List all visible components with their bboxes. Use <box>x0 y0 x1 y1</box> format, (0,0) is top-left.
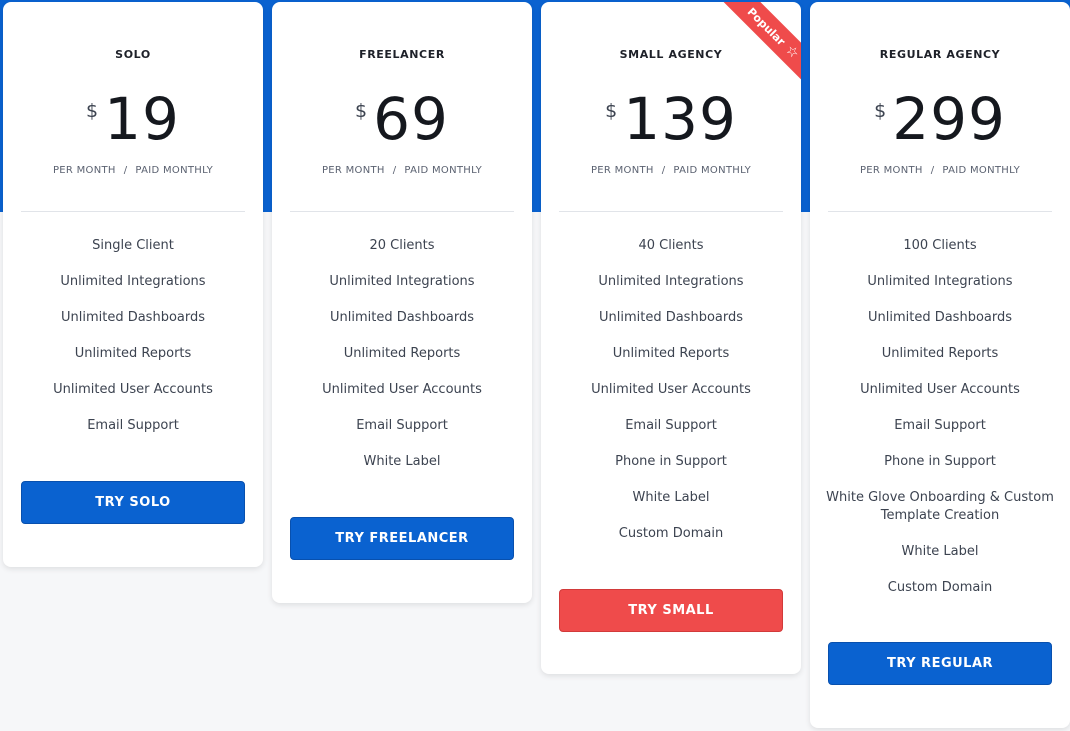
price: $69 <box>272 84 532 154</box>
feature-item: Email Support <box>625 418 717 433</box>
billing-period: PER MONTH / PAID MONTHLY <box>810 165 1070 176</box>
billing-period: PER MONTH / PAID MONTHLY <box>272 165 532 176</box>
feature-item: Unlimited User Accounts <box>322 382 482 397</box>
try-freelancer-button[interactable]: TRY FREELANCER <box>290 517 514 560</box>
feature-item: 20 Clients <box>369 238 435 253</box>
divider <box>559 211 783 212</box>
period-per: PER MONTH <box>590 165 654 176</box>
feature-item: Unlimited Integrations <box>60 274 206 289</box>
feature-item: Unlimited Dashboards <box>598 310 744 325</box>
feature-item: Unlimited User Accounts <box>53 382 213 397</box>
price: $19 <box>3 84 263 154</box>
plan-name: FREELANCER <box>359 48 445 61</box>
currency-symbol: $ <box>605 100 618 122</box>
period-billing: PAID MONTHLY <box>673 165 752 176</box>
ribbon-band: Popular ☆ <box>721 2 801 82</box>
billing-period: PER MONTH / PAID MONTHLY <box>3 165 263 176</box>
divider <box>21 211 245 212</box>
ribbon-label: Popular <box>744 5 788 49</box>
period-per: PER MONTH <box>52 165 116 176</box>
period-per: PER MONTH <box>859 165 923 176</box>
feature-item: Email Support <box>87 418 179 433</box>
plan-name: SMALL AGENCY <box>619 48 723 61</box>
feature-item: Custom Domain <box>887 580 993 595</box>
popular-ribbon: Popular ☆ <box>721 2 801 82</box>
period-separator: / <box>661 165 666 176</box>
feature-list: Single Client Unlimited Integrations Unl… <box>3 237 263 453</box>
billing-period: PER MONTH / PAID MONTHLY <box>541 165 801 176</box>
try-solo-button[interactable]: TRY SOLO <box>21 481 245 524</box>
feature-item: Unlimited Reports <box>74 346 192 361</box>
price-amount: 139 <box>623 85 737 153</box>
divider <box>828 211 1052 212</box>
feature-item: Unlimited Reports <box>881 346 999 361</box>
feature-item: 100 Clients <box>903 238 977 253</box>
divider <box>290 211 514 212</box>
period-billing: PAID MONTHLY <box>135 165 214 176</box>
try-small-button[interactable]: TRY SMALL <box>559 589 783 632</box>
price-amount: 19 <box>104 85 180 153</box>
period-separator: / <box>392 165 397 176</box>
price-amount: 299 <box>892 85 1006 153</box>
feature-item: 40 Clients <box>638 238 704 253</box>
feature-list: 100 Clients Unlimited Integrations Unlim… <box>810 237 1070 615</box>
feature-item: Unlimited Dashboards <box>867 310 1013 325</box>
feature-item: Unlimited Reports <box>343 346 461 361</box>
period-billing: PAID MONTHLY <box>942 165 1021 176</box>
feature-item: Email Support <box>356 418 448 433</box>
pricing-card-freelancer: FREELANCER $69 PER MONTH / PAID MONTHLY 20… <box>272 2 532 603</box>
feature-item: Unlimited Integrations <box>598 274 744 289</box>
feature-item: White Glove Onboarding & Custom Template… <box>826 490 1054 523</box>
feature-item: Phone in Support <box>615 454 727 469</box>
period-per: PER MONTH <box>321 165 385 176</box>
period-billing: PAID MONTHLY <box>404 165 483 176</box>
pricing-card-regular-agency: REGULAR AGENCY $299 PER MONTH / PAID MONTH… <box>810 2 1070 728</box>
feature-list: 20 Clients Unlimited Integrations Unlimi… <box>272 237 532 489</box>
feature-item: White Label <box>632 490 710 505</box>
period-separator: / <box>123 165 128 176</box>
feature-item: White Label <box>363 454 441 469</box>
feature-item: Single Client <box>92 238 174 253</box>
feature-item: Unlimited Integrations <box>329 274 475 289</box>
price: $139 <box>541 84 801 154</box>
feature-item: Phone in Support <box>884 454 996 469</box>
pricing-card-solo: SOLO $19 PER MONTH / PAID MONTHLY Single C… <box>3 2 263 567</box>
feature-item: Unlimited Dashboards <box>60 310 206 325</box>
currency-symbol: $ <box>355 100 368 122</box>
pricing-card-small-agency: Popular ☆ SMALL AGENCY $139 PER MONTH / PA… <box>541 2 801 674</box>
price: $299 <box>810 84 1070 154</box>
feature-list: 40 Clients Unlimited Integrations Unlimi… <box>541 237 801 561</box>
feature-item: Unlimited Reports <box>612 346 730 361</box>
plan-name: REGULAR AGENCY <box>879 48 1001 61</box>
period-separator: / <box>930 165 935 176</box>
feature-item: Email Support <box>894 418 986 433</box>
feature-item: Unlimited Integrations <box>867 274 1013 289</box>
currency-symbol: $ <box>874 100 887 122</box>
feature-item: Unlimited Dashboards <box>329 310 475 325</box>
feature-item: Custom Domain <box>618 526 724 541</box>
feature-item: Unlimited User Accounts <box>591 382 751 397</box>
feature-item: White Label <box>901 544 979 559</box>
try-regular-button[interactable]: TRY REGULAR <box>828 642 1052 685</box>
price-amount: 69 <box>373 85 449 153</box>
plan-name: SOLO <box>115 48 151 61</box>
currency-symbol: $ <box>86 100 99 122</box>
feature-item: Unlimited User Accounts <box>860 382 1020 397</box>
